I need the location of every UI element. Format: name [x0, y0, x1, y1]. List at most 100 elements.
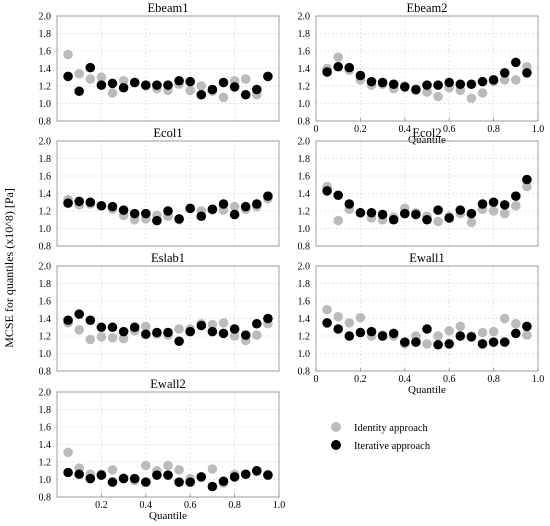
point-identity [107, 88, 118, 98]
point-iterative [366, 207, 377, 218]
point-iterative [444, 213, 455, 223]
x-axis-title: Quantile [408, 384, 446, 396]
point-iterative [477, 199, 488, 209]
point-identity [522, 181, 532, 192]
point-iterative [152, 470, 162, 480]
point-iterative [522, 68, 532, 78]
y-tick-label: 1.8 [39, 29, 52, 40]
y-tick-label: 1.2 [298, 332, 311, 343]
y-tick-label: 2.0 [298, 12, 311, 23]
x-tick-label: 0 [314, 374, 319, 385]
point-iterative [433, 80, 443, 90]
y-tick-label: 1.6 [39, 47, 52, 58]
point-iterative [207, 204, 218, 215]
point-iterative [263, 313, 273, 324]
point-iterative [251, 318, 262, 329]
point-iterative [240, 330, 251, 340]
point-iterative [400, 337, 410, 347]
point-iterative [322, 67, 332, 77]
point-iterative [207, 481, 218, 492]
y-tick-label: 1.8 [298, 154, 311, 165]
x-tick-label: 0.4 [140, 500, 153, 511]
point-iterative [152, 215, 162, 226]
x-tick-label: 0 [314, 124, 319, 135]
point-iterative [229, 472, 240, 482]
point-identity [433, 331, 443, 341]
point-identity [333, 52, 344, 62]
y-tick-label: 1.2 [39, 458, 52, 469]
y-tick-label: 1.6 [39, 423, 52, 434]
y-tick-label: 1.2 [298, 207, 311, 218]
point-iterative [85, 473, 96, 484]
point-identity [488, 326, 499, 337]
point-identity [477, 327, 488, 338]
point-iterative [355, 207, 366, 218]
point-iterative [422, 214, 432, 225]
legend-label-iterative: Iterative approach [354, 441, 431, 452]
point-iterative [163, 80, 173, 90]
x-tick-label: 0.6 [184, 500, 197, 511]
x-tick-label: 1.0 [273, 500, 286, 511]
point-iterative [499, 337, 510, 347]
point-iterative [455, 79, 466, 90]
point-identity [118, 75, 129, 86]
point-iterative [477, 339, 488, 349]
point-iterative [174, 75, 184, 86]
point-iterative [355, 327, 366, 338]
point-identity [85, 74, 96, 84]
point-identity [141, 321, 151, 332]
y-tick-label: 1.6 [298, 47, 311, 58]
y-tick-label: 1.6 [298, 297, 311, 308]
point-identity [74, 68, 84, 79]
y-tick-label: 1.2 [298, 82, 311, 93]
point-iterative [185, 203, 195, 214]
series-iterative [322, 318, 532, 350]
point-iterative [107, 322, 118, 333]
x-axis-title: Quantile [149, 510, 187, 522]
point-iterative [377, 331, 388, 341]
plot-frame [315, 140, 539, 247]
point-identity [444, 325, 455, 336]
point-iterative [377, 209, 388, 220]
point-identity [499, 75, 510, 85]
point-iterative [466, 332, 477, 342]
point-iterative [229, 209, 240, 220]
point-iterative [251, 84, 262, 95]
y-tick-label: 2.0 [39, 12, 52, 23]
point-identity [74, 325, 84, 335]
y-tick-label: 1.4 [298, 64, 311, 75]
y-tick-label: 2.0 [39, 388, 52, 399]
y-tick-label: 2.0 [39, 137, 52, 148]
point-iterative [107, 201, 118, 212]
point-identity [229, 201, 240, 212]
point-identity [118, 333, 129, 344]
y-tick-label: 0.8 [39, 493, 52, 504]
point-iterative [400, 208, 410, 219]
point-iterative [229, 324, 240, 334]
point-iterative [263, 470, 273, 480]
point-iterative [74, 196, 84, 207]
y-tick-label: 1.4 [298, 189, 311, 200]
series-iterative [63, 62, 273, 100]
point-identity [499, 313, 510, 324]
y-tick-label: 1.2 [39, 82, 52, 93]
point-iterative [118, 205, 129, 215]
point-iterative [388, 328, 399, 339]
panel-title: Eslab1 [151, 251, 185, 265]
y-tick-label: 1.0 [298, 224, 311, 235]
point-iterative [388, 214, 399, 225]
series-iterative [63, 309, 273, 347]
point-identity [511, 75, 521, 85]
point-identity [466, 217, 477, 228]
series-identity [322, 52, 532, 104]
y-tick-label: 1.6 [39, 297, 52, 308]
point-iterative [366, 326, 377, 337]
point-iterative [240, 89, 251, 100]
point-identity [240, 74, 251, 84]
point-iterative [511, 191, 521, 201]
point-iterative [129, 473, 140, 484]
panel-ebeam1: Ebeam1 0.8 1.0 1.2 1.4 1.6 1.8 2.0 [39, 1, 280, 128]
point-iterative [174, 336, 184, 347]
point-identity [218, 318, 229, 328]
